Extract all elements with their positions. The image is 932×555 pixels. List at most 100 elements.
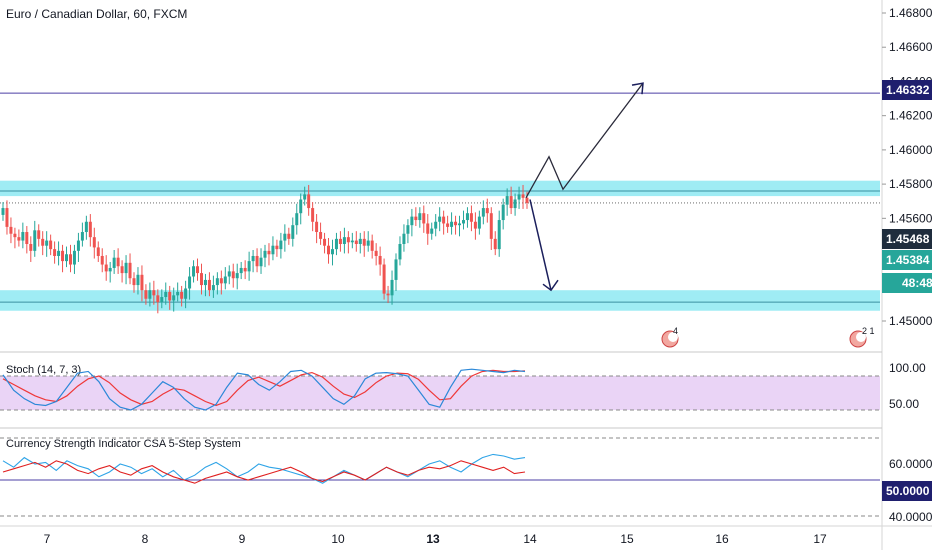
event-marker-1[interactable]: 4 [661,326,679,348]
candle-body [223,276,227,284]
candle-body [323,238,327,246]
candle-body [104,264,108,272]
candle-body [358,238,362,244]
price-tick-label: 1.45000 [889,314,932,328]
candle-body [362,238,366,246]
price-zones [0,92,880,311]
time-tick-label: 15 [620,532,634,546]
candle-body [461,220,465,224]
candle-body [9,226,13,234]
candle-body [426,223,430,234]
candle-body [398,244,402,260]
csa-title: Currency Strength Indicator CSA 5-Step S… [6,438,241,450]
candle-body [450,221,454,227]
candle-body [303,194,307,200]
time-tick-label: 7 [44,532,51,546]
candle-body [128,262,132,279]
candle-body [342,237,346,244]
support-zone [0,290,880,311]
candle-body [521,194,525,198]
candle-body [247,261,251,272]
event-count-2: 2 1 [862,326,875,336]
candle-body [346,237,350,243]
candle-body [327,245,331,255]
event-marker-2[interactable]: 2 1 [849,326,875,348]
time-tick-label: 10 [331,532,345,546]
time-tick-label: 16 [715,532,729,546]
candle-body [430,228,434,234]
resistance-price-label: 1.46332 [882,80,932,100]
csa-red-line [2,460,526,484]
candle-body [295,213,299,226]
candle-body [287,233,291,239]
candle-body [338,238,342,244]
price-tick-label: 1.45800 [889,177,932,191]
candle-body [458,223,462,226]
candle-body [96,247,100,256]
candle-body [446,223,450,227]
candle-body [21,232,25,241]
candle-body [517,194,521,200]
candle-body [319,232,323,239]
candle-body [164,291,168,298]
candle-body [334,238,338,250]
price-tick-label: 1.46800 [889,6,932,20]
candle-body [13,233,17,238]
candle-body [279,240,283,250]
stoch-pane: 100.00 50.00 [0,361,926,411]
candle-body [267,250,271,255]
candle-body [199,273,203,286]
candle-body [227,271,231,277]
candle-body [72,250,76,265]
bullish-arrow-head [631,82,644,95]
candle-body [68,254,72,265]
candle-body [188,276,192,289]
bearish-arrow-head [542,279,559,292]
candle-body [5,208,9,227]
candle-body [203,279,207,286]
candle-body [485,208,489,214]
candle-body [477,216,481,229]
price-tick-label: 1.46600 [889,40,932,54]
candle-body [112,257,116,268]
candle-body [505,196,509,205]
price-label-2: 1.45384 [882,250,932,270]
time-tick-label: 13 [426,532,440,546]
candle-body [406,225,410,234]
candle-body [414,216,418,221]
candle-body [493,238,497,250]
candle-body [140,274,144,291]
candle-body [160,297,164,303]
csa-tick-label: 60.0000 [889,457,932,471]
candle-body [41,238,45,246]
candle-body [172,295,176,301]
candle-body [366,240,370,246]
price-tick-label: 1.46200 [889,109,932,123]
candle-body [525,197,529,203]
candle-body [465,213,469,221]
csa-tick-label: 40.0000 [889,510,932,524]
candle-body [136,274,140,286]
candle-body [180,291,184,299]
time-tick-label: 17 [813,532,827,546]
candle-body [434,221,438,229]
candle-body [307,194,311,209]
candle-body [497,220,501,250]
candle-body [124,262,128,274]
candle-body [259,257,263,267]
candle-body [283,233,287,241]
bullish-projection-path [525,82,644,199]
candle-body [29,244,33,251]
csa-mid-label: 50.0000 [882,481,932,501]
candle-body [374,250,378,256]
stoch-d-line [2,369,526,407]
candle-body [378,255,382,265]
candle-body [65,254,69,262]
candle-body [402,233,406,244]
candle-body [418,213,422,221]
candle-body [386,293,390,296]
candle-body [168,291,172,301]
stoch-tick-label: 100.00 [889,361,926,375]
